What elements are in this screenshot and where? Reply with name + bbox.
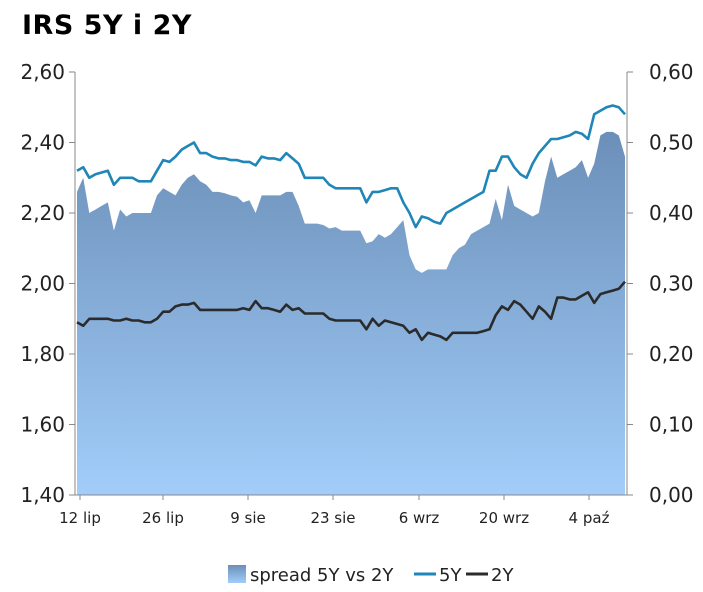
legend-label-spread: spread 5Y vs 2Y bbox=[250, 565, 394, 586]
y-left-tick-label: 2,60 bbox=[20, 60, 65, 84]
legend-label-5y: 5Y bbox=[439, 565, 462, 586]
y-left-tick-label: 1,80 bbox=[20, 342, 65, 366]
y-left-tick-label: 2,00 bbox=[20, 272, 65, 296]
x-tick-label: 23 sie bbox=[310, 509, 355, 527]
y-left-tick-label: 1,40 bbox=[20, 483, 65, 507]
y-left-tick-label: 2,40 bbox=[20, 131, 65, 155]
axes: 1,40 1,60 1,80 2,00 2,20 2,40 2,60 0,00 0,10 0,20… bbox=[20, 60, 693, 527]
series-line-2y bbox=[76, 280, 626, 342]
y-right-tick-label: 0,30 bbox=[649, 272, 694, 296]
series-area-spread bbox=[77, 131, 625, 495]
y-left-tick-label: 2,20 bbox=[20, 201, 65, 225]
y-right-tick-label: 0,40 bbox=[649, 201, 694, 225]
y-right-tick-label: 0,10 bbox=[649, 413, 694, 437]
y-right-tick-label: 0,00 bbox=[649, 483, 694, 507]
x-tick-label: 4 paź bbox=[569, 509, 610, 527]
x-tick-label: 9 sie bbox=[230, 509, 266, 527]
x-tick-label: 20 wrz bbox=[479, 509, 529, 527]
chart-title: IRS 5Y i 2Y bbox=[22, 10, 192, 41]
x-tick-label: 6 wrz bbox=[399, 509, 440, 527]
y-right-tick-label: 0,50 bbox=[649, 131, 694, 155]
legend-swatch-spread bbox=[228, 565, 246, 583]
legend: spread 5Y vs 2Y 5Y 2Y bbox=[228, 565, 514, 586]
x-tick-label: 26 lip bbox=[142, 509, 184, 527]
y-right-tick-label: 0,60 bbox=[649, 60, 694, 84]
x-tick-label: 12 lip bbox=[59, 509, 101, 527]
legend-label-2y: 2Y bbox=[491, 565, 514, 586]
series-line-5y bbox=[76, 104, 626, 229]
y-right-tick-label: 0,20 bbox=[649, 342, 694, 366]
plot-area bbox=[76, 104, 626, 495]
y-left-tick-label: 1,60 bbox=[20, 413, 65, 437]
